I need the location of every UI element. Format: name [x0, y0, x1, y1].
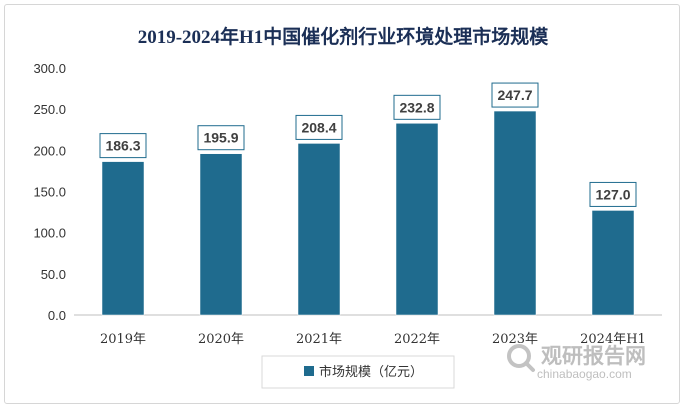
bar [493, 110, 537, 316]
watermark-brand-cn: 观研报告网 [541, 344, 646, 368]
x-tick-label: 2023年 [492, 332, 538, 347]
legend: 市场规模（亿元） [261, 355, 455, 389]
watermark: 观研报告网 chinabaogao.com [507, 344, 646, 381]
data-label-box [589, 181, 637, 207]
x-tick-label: 2021年 [296, 332, 342, 347]
y-tick-label: 250.0 [33, 102, 66, 117]
data-label-box [295, 114, 343, 140]
bar [101, 161, 145, 316]
legend-label: 市场规模（亿元） [319, 364, 423, 380]
bar [199, 153, 243, 316]
y-axis: 0.0 50.0 100.0 150.0 200.0 250.0 300.0 [33, 61, 66, 323]
data-label: 195.9 [203, 130, 238, 146]
data-label-box [197, 125, 245, 151]
data-label: 186.3 [105, 138, 140, 154]
magnifier-logo-icon [507, 344, 535, 372]
x-axis: 2019年 2020年 2021年 2022年 2023年 2024年H1 [100, 332, 646, 347]
legend-box [261, 355, 455, 389]
y-tick-label: 200.0 [33, 143, 66, 158]
data-label: 208.4 [301, 119, 336, 135]
bar [395, 123, 439, 316]
y-tick-label: 300.0 [33, 61, 66, 76]
bar [591, 210, 635, 316]
data-label-box [393, 94, 441, 120]
x-tick-label: 2020年 [198, 332, 244, 347]
x-tick-label: 2022年 [394, 332, 440, 347]
y-tick-label: 150.0 [33, 185, 66, 200]
y-tick-label: 0.0 [48, 308, 66, 323]
legend-swatch [304, 366, 314, 376]
chart-title: 2019-2024年H1中国催化剂行业环境处理市场规模 [138, 25, 550, 48]
data-label-box [491, 82, 539, 108]
y-tick-label: 100.0 [33, 226, 66, 241]
y-tick-label: 50.0 [41, 267, 66, 282]
data-label: 232.8 [399, 99, 434, 115]
data-label: 247.7 [497, 87, 532, 103]
bar [297, 143, 341, 316]
x-tick-label: 2024年H1 [580, 332, 646, 347]
bar-series: 186.3 195.9 208.4 232.8 247.7 127.0 [99, 82, 637, 316]
watermark-brand-en: chinabaogao.com [537, 367, 632, 381]
data-label: 127.0 [595, 186, 630, 202]
data-label-box [99, 133, 147, 159]
x-tick-label: 2019年 [100, 332, 146, 347]
